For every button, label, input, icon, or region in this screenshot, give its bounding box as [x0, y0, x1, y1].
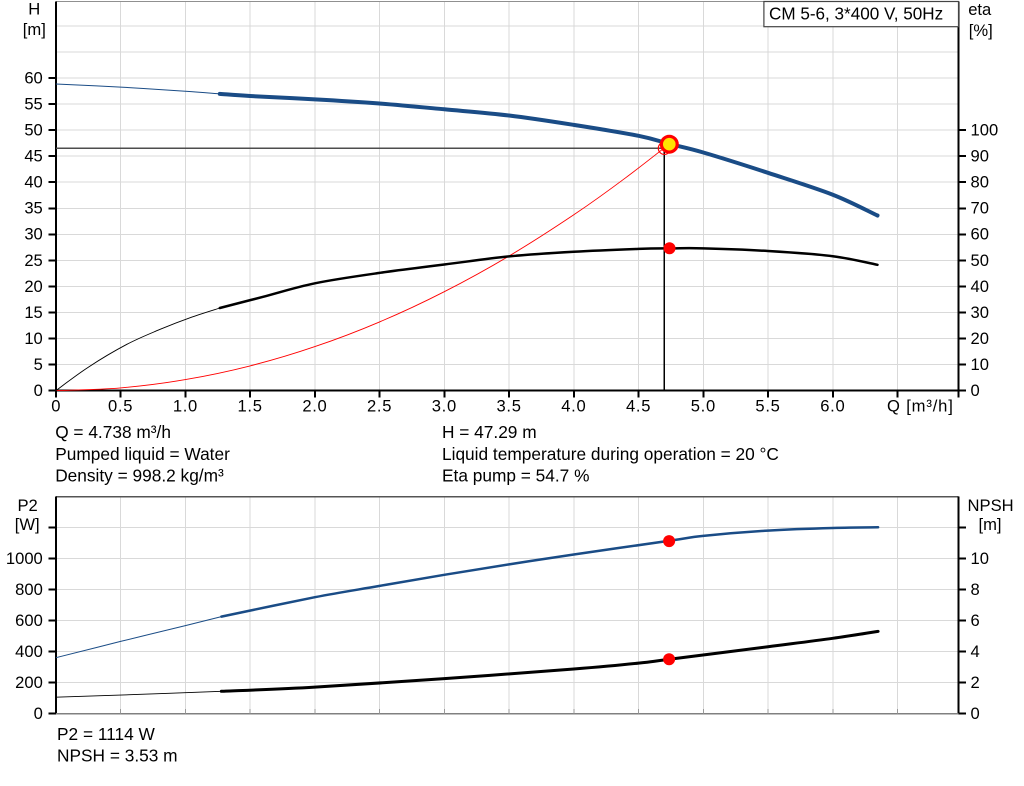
- svg-text:2.0: 2.0: [302, 396, 327, 415]
- svg-text:50: 50: [24, 121, 42, 140]
- svg-text:10: 10: [971, 549, 989, 568]
- svg-text:35: 35: [24, 199, 42, 218]
- svg-text:5.0: 5.0: [691, 396, 716, 415]
- svg-text:60: 60: [24, 68, 42, 87]
- svg-text:8: 8: [971, 580, 980, 599]
- svg-text:Liquid temperature during oper: Liquid temperature during operation = 20…: [442, 444, 779, 464]
- svg-text:2.5: 2.5: [367, 396, 392, 415]
- svg-text:15: 15: [24, 303, 42, 322]
- svg-text:55: 55: [24, 95, 42, 114]
- svg-text:600: 600: [15, 611, 43, 630]
- svg-text:70: 70: [971, 199, 989, 218]
- svg-text:100: 100: [971, 121, 999, 140]
- svg-text:0: 0: [34, 381, 43, 400]
- svg-text:1000: 1000: [6, 549, 43, 568]
- svg-text:80: 80: [971, 173, 989, 192]
- svg-text:NPSH: NPSH: [968, 496, 1014, 515]
- svg-text:Q = 4.738 m³/h: Q = 4.738 m³/h: [55, 422, 171, 442]
- svg-text:50: 50: [971, 251, 989, 270]
- svg-text:6: 6: [971, 611, 980, 630]
- svg-text:4.5: 4.5: [626, 396, 651, 415]
- svg-text:20: 20: [971, 329, 989, 348]
- svg-text:1.5: 1.5: [238, 396, 263, 415]
- svg-text:4.0: 4.0: [561, 396, 586, 415]
- svg-text:5: 5: [34, 355, 43, 374]
- svg-text:30: 30: [24, 225, 42, 244]
- svg-text:40: 40: [24, 173, 42, 192]
- svg-text:H = 47.29 m: H = 47.29 m: [442, 422, 537, 442]
- svg-text:20: 20: [24, 277, 42, 296]
- svg-text:1.0: 1.0: [173, 396, 198, 415]
- svg-text:Density = 998.2 kg/m³: Density = 998.2 kg/m³: [55, 466, 224, 486]
- svg-text:P2 = 1114 W: P2 = 1114 W: [57, 724, 156, 744]
- svg-text:0: 0: [971, 381, 980, 400]
- svg-text:Q [m³/h]: Q [m³/h]: [887, 396, 954, 415]
- svg-text:3.0: 3.0: [432, 396, 457, 415]
- svg-text:400: 400: [15, 642, 43, 661]
- svg-text:H: H: [28, 0, 40, 19]
- svg-text:40: 40: [971, 277, 989, 296]
- svg-text:3.5: 3.5: [497, 396, 522, 415]
- svg-text:200: 200: [15, 673, 43, 692]
- svg-text:4: 4: [971, 642, 980, 661]
- svg-text:2: 2: [971, 673, 980, 692]
- svg-text:10: 10: [24, 329, 42, 348]
- svg-text:[W]: [W]: [15, 515, 40, 534]
- svg-text:5.5: 5.5: [755, 396, 780, 415]
- svg-text:0: 0: [34, 704, 43, 723]
- svg-text:6.0: 6.0: [820, 396, 845, 415]
- svg-text:10: 10: [971, 355, 989, 374]
- svg-text:Eta pump = 54.7 %: Eta pump = 54.7 %: [442, 466, 589, 486]
- svg-text:0.5: 0.5: [108, 396, 133, 415]
- svg-text:eta: eta: [968, 0, 992, 19]
- svg-text:25: 25: [24, 251, 42, 270]
- svg-text:90: 90: [971, 147, 989, 166]
- svg-text:0: 0: [51, 396, 60, 415]
- svg-text:[%]: [%]: [969, 21, 993, 40]
- svg-text:60: 60: [971, 225, 989, 244]
- svg-text:0: 0: [971, 704, 980, 723]
- svg-text:NPSH = 3.53 m: NPSH = 3.53 m: [57, 746, 178, 766]
- svg-text:45: 45: [24, 147, 42, 166]
- svg-text:Pumped liquid = Water: Pumped liquid = Water: [55, 444, 230, 464]
- svg-text:CM 5-6, 3*400 V, 50Hz: CM 5-6, 3*400 V, 50Hz: [769, 5, 943, 24]
- svg-text:[m]: [m]: [978, 515, 1001, 534]
- svg-text:30: 30: [971, 303, 989, 322]
- svg-text:800: 800: [15, 580, 43, 599]
- svg-text:[m]: [m]: [23, 20, 46, 39]
- svg-text:P2: P2: [17, 496, 37, 515]
